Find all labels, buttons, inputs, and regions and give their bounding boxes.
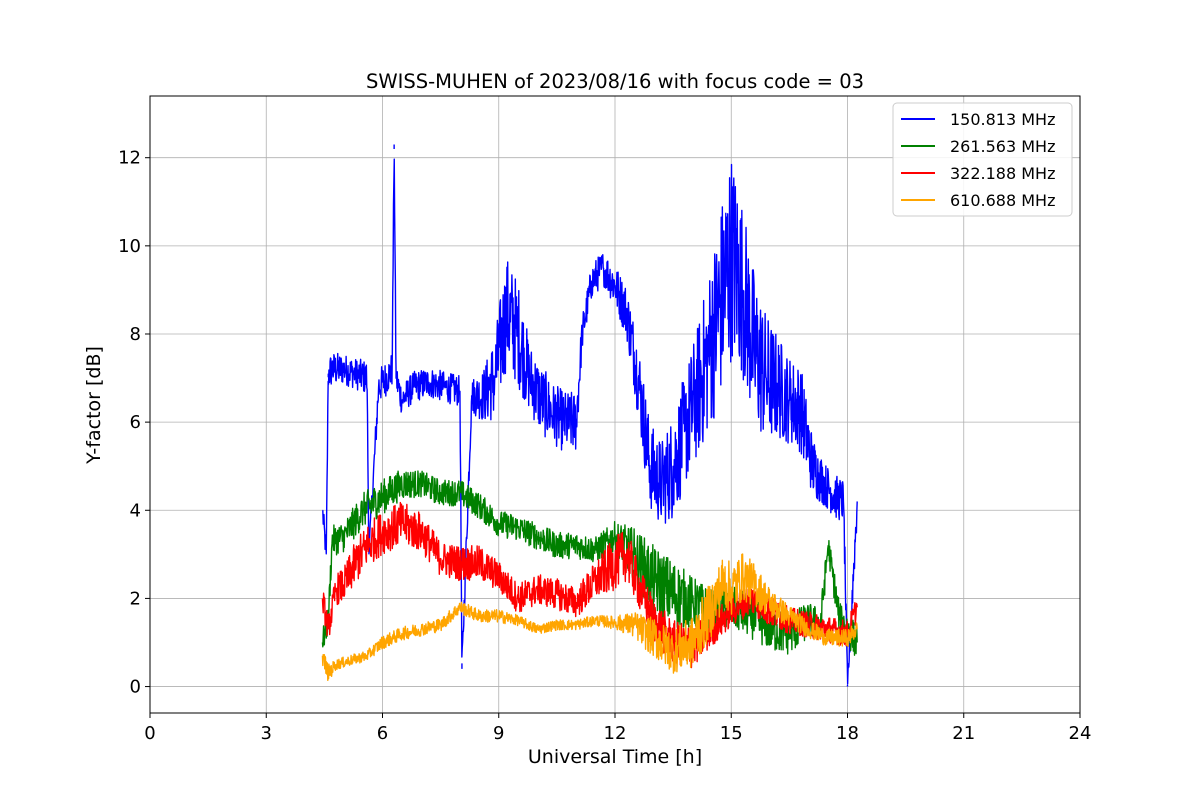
x-tick-label: 9: [493, 723, 504, 744]
legend-label-3: 322.188 MHz: [950, 164, 1055, 183]
series-line-4: [321, 553, 858, 682]
x-tick-label: 15: [720, 723, 743, 744]
y-tick-label: 6: [130, 412, 141, 433]
x-tick-label: 12: [604, 723, 627, 744]
y-tick-label: 0: [130, 677, 141, 698]
y-tick-label: 12: [118, 148, 141, 169]
x-tick-label: 0: [144, 723, 155, 744]
legend-label-4: 610.688 MHz: [950, 191, 1055, 210]
legend-label-1: 150.813 MHz: [950, 110, 1055, 129]
y-tick-label: 10: [118, 236, 141, 257]
x-tick-label: 24: [1069, 723, 1092, 744]
x-tick-label: 6: [377, 723, 388, 744]
y-tick-label: 8: [130, 324, 141, 345]
plot-series: [321, 144, 858, 687]
x-tick-label: 3: [261, 723, 272, 744]
legend-label-2: 261.563 MHz: [950, 137, 1055, 156]
series-line-2: [321, 470, 858, 656]
y-tick-label: 2: [130, 588, 141, 609]
legend-box: [892, 102, 1073, 217]
series-line-1: [322, 144, 858, 687]
x-axis-label: Universal Time [h]: [528, 746, 702, 768]
y-axis-label: Y-factor [dB]: [83, 346, 105, 465]
chart-title: SWISS-MUHEN of 2023/08/16 with focus cod…: [366, 70, 864, 93]
x-tick-label: 18: [836, 723, 859, 744]
x-tick-label: 21: [952, 723, 975, 744]
y-tick-label: 4: [130, 500, 141, 521]
legend: 150.813 MHz 261.563 MHz 322.188 MHz 610.688…: [892, 102, 1073, 217]
